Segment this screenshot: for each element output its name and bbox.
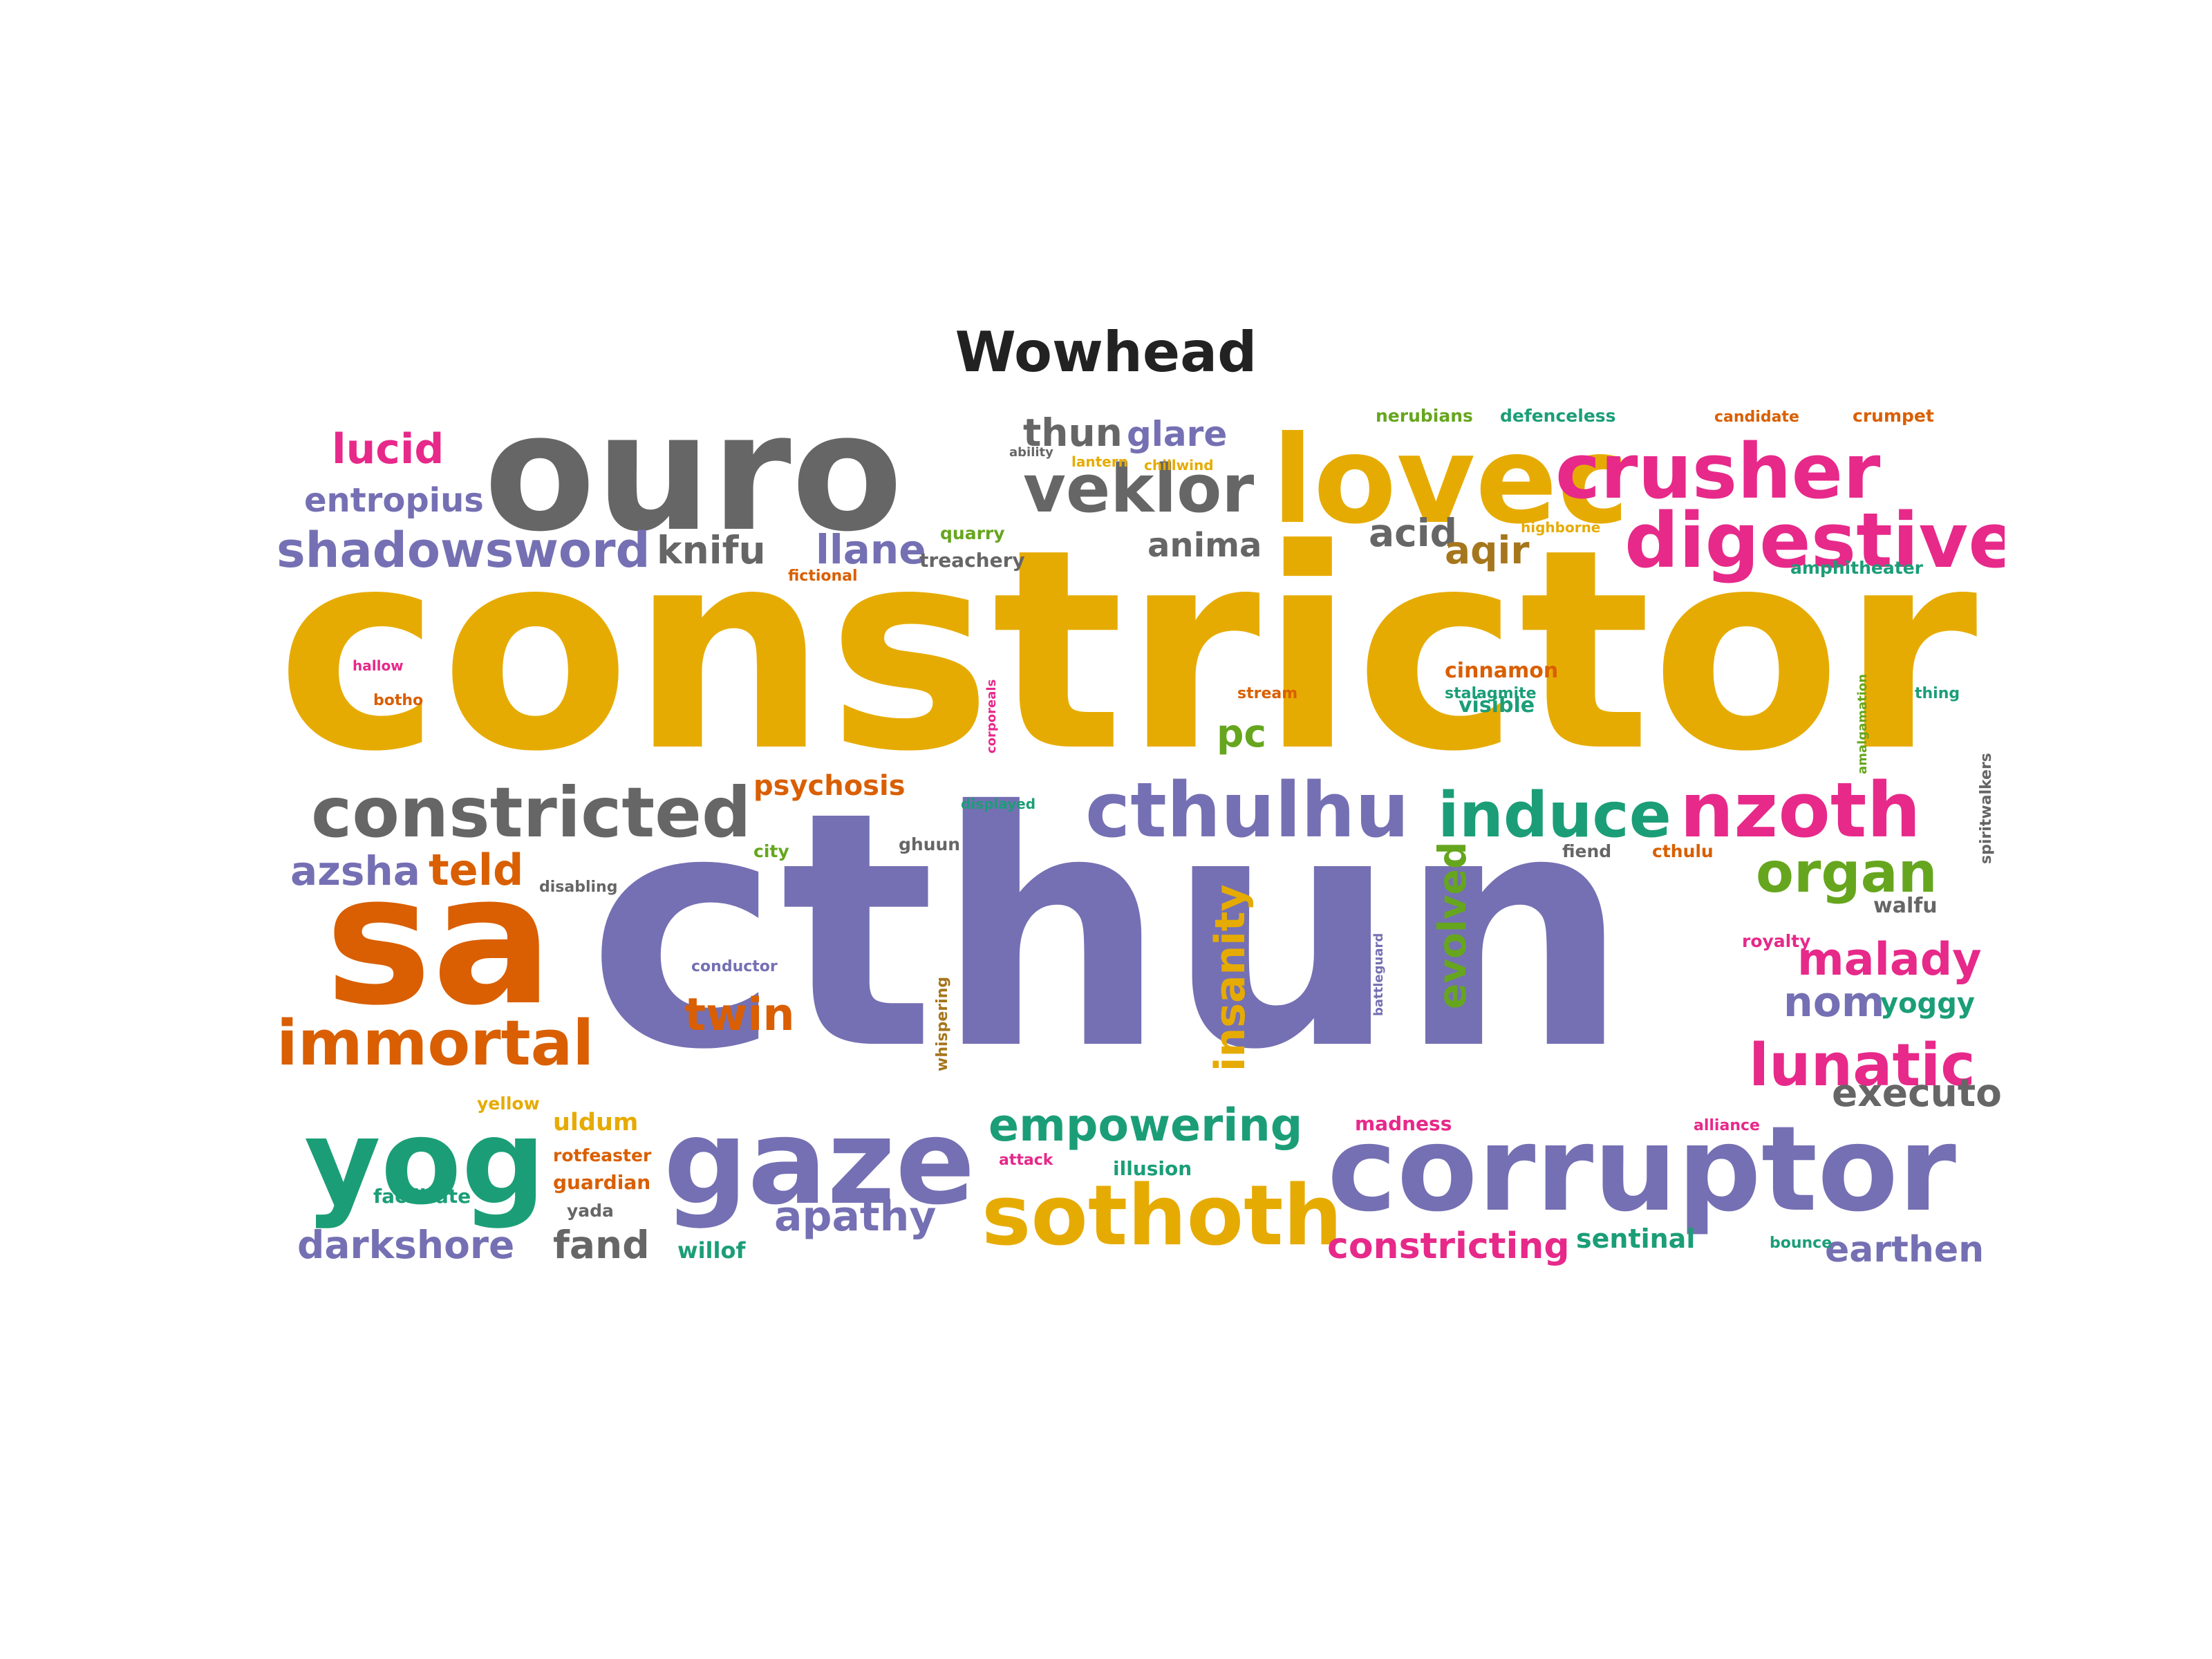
word-nerubians: nerubians: [1376, 408, 1473, 426]
word-nom: nom: [1783, 978, 1884, 1027]
word-chillwind: chillwind: [1144, 457, 1214, 474]
word-constricting: constricting: [1327, 1226, 1570, 1267]
word-illusion: illusion: [1113, 1157, 1192, 1180]
word-organ: organ: [1756, 841, 1938, 905]
word-quarry: quarry: [940, 523, 1005, 543]
word-attack: attack: [999, 1152, 1054, 1169]
word-sa: sa: [325, 836, 553, 1045]
word-llane: llane: [816, 526, 926, 573]
word-immortal: immortal: [276, 1007, 594, 1080]
word-gaze: gaze: [664, 1094, 975, 1231]
chart-title: Wowhead: [955, 320, 1257, 384]
word-veklor: veklor: [1023, 451, 1254, 527]
word-cthulu: cthulu: [1652, 841, 1714, 861]
word-thun: thun: [1023, 411, 1123, 455]
word-amalgamation: amalgamation: [1855, 674, 1870, 774]
word-yoggy: yoggy: [1880, 988, 1975, 1020]
word-alliance: alliance: [1694, 1117, 1760, 1134]
word-entropius: entropius: [304, 481, 484, 520]
word-spiritwalkers: spiritwalkers: [1978, 753, 1995, 864]
word-disabling: disabling: [539, 879, 617, 896]
word-yada: yada: [567, 1201, 614, 1221]
word-corporeals: corporeals: [984, 679, 999, 753]
word-crusher: crusher: [1555, 427, 1880, 516]
word-rotfeaster: rotfeaster: [553, 1145, 652, 1165]
word-lantern: lantern: [1071, 453, 1128, 470]
word-executor: executor: [1832, 1071, 2005, 1115]
word-cloud: constrictor cthun ouro lovec crusher digestiv…: [276, 408, 2005, 1272]
word-azsha: azsha: [290, 847, 420, 894]
word-aqir: aqir: [1445, 528, 1529, 572]
word-city: city: [753, 841, 789, 861]
word-twin: twin: [684, 989, 795, 1041]
word-cinnamon: cinnamon: [1445, 659, 1558, 683]
word-evolved: evolved: [1430, 842, 1474, 1009]
word-battleguard: battleguard: [1371, 933, 1386, 1016]
word-stream: stream: [1237, 685, 1297, 702]
word-constrictor: constrictor: [276, 491, 1979, 812]
word-glare: glare: [1127, 414, 1227, 454]
word-teld: teld: [429, 845, 523, 895]
word-empowering: empowering: [988, 1100, 1302, 1152]
word-cthulhu: cthulhu: [1085, 766, 1409, 854]
word-constricted: constricted: [311, 772, 751, 853]
word-yog: yog: [304, 1094, 545, 1231]
word-whispering: whispering: [934, 977, 951, 1071]
word-candidate: candidate: [1714, 409, 1799, 426]
word-insanity: insanity: [1206, 884, 1255, 1071]
word-hallow: hallow: [353, 657, 404, 674]
word-thing: thing: [1915, 685, 1960, 702]
word-defenceless: defenceless: [1500, 408, 1616, 426]
word-lunatic: lunatic: [1749, 1031, 1976, 1100]
word-fand: fand: [553, 1223, 650, 1267]
word-pc: pc: [1217, 711, 1266, 756]
word-corruptor: corruptor: [1327, 1101, 1956, 1238]
word-nzoth: nzoth: [1680, 766, 1921, 854]
word-psychosis: psychosis: [753, 770, 906, 802]
word-ability: ability: [1009, 445, 1053, 460]
word-ouro: ouro: [484, 408, 903, 568]
word-darkshore: darkshore: [297, 1223, 514, 1267]
word-facilitate: facilitate: [373, 1185, 471, 1208]
word-cthun: cthun: [588, 742, 1629, 1121]
word-knifu: knifu: [657, 528, 766, 572]
word-lovec: lovec: [1272, 411, 1629, 551]
word-treachery: treachery: [919, 549, 1025, 572]
word-uldum: uldum: [553, 1109, 638, 1136]
word-ghuun: ghuun: [899, 834, 960, 854]
word-acid: acid: [1369, 511, 1457, 555]
word-sothoth: sothoth: [982, 1168, 1342, 1264]
word-visible: visible: [1459, 693, 1535, 718]
word-yellow: yellow: [477, 1094, 540, 1114]
word-botho: botho: [373, 692, 423, 709]
word-amphitheater: amphitheater: [1790, 558, 1924, 578]
word-lucid: lucid: [332, 425, 444, 474]
word-willof: willof: [677, 1237, 746, 1264]
word-anima: anima: [1147, 526, 1262, 565]
word-earthen: earthen: [1825, 1229, 1984, 1271]
word-fictional: fictional: [788, 568, 858, 585]
word-bounce: bounce: [1770, 1235, 1832, 1252]
word-sentinal: sentinal: [1576, 1224, 1695, 1254]
word-guardian: guardian: [553, 1171, 650, 1194]
word-crumpet: crumpet: [1853, 408, 1934, 426]
word-malady: malady: [1797, 934, 1982, 986]
word-fiend: fiend: [1562, 841, 1611, 861]
word-shadowsword: shadowsword: [276, 522, 650, 579]
word-royalty: royalty: [1742, 931, 1811, 951]
word-displayed: displayed: [961, 796, 1035, 812]
word-induce: induce: [1438, 779, 1671, 852]
word-walfu: walfu: [1873, 894, 1938, 918]
word-stalagmite: stalagmite: [1445, 685, 1537, 702]
word-digestive: digestive: [1624, 496, 2005, 585]
word-conductor: conductor: [691, 958, 778, 975]
word-highborne: highborne: [1521, 519, 1600, 536]
word-madness: madness: [1355, 1112, 1452, 1135]
word-apathy: apathy: [774, 1192, 936, 1241]
